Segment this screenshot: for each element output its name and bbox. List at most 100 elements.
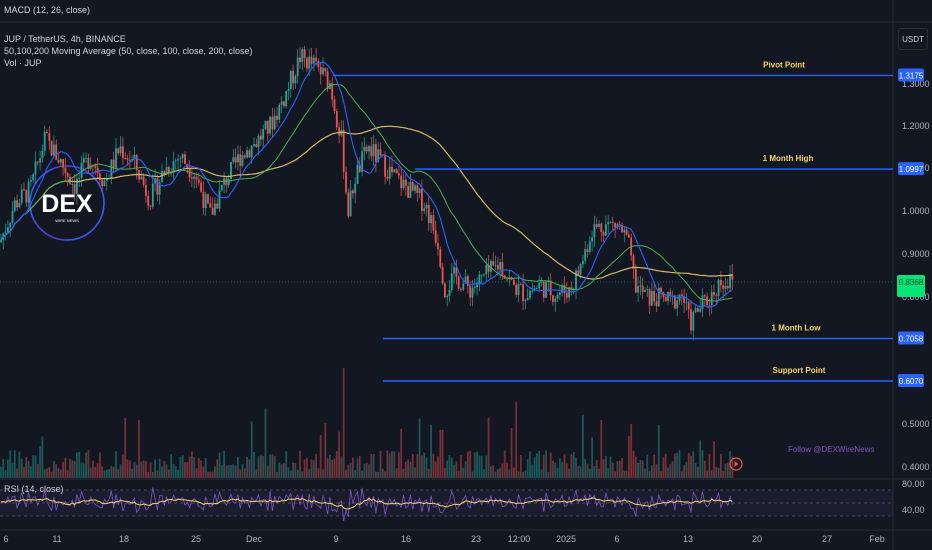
candle-body: [464, 276, 467, 284]
volume-bar: [480, 455, 483, 478]
candle-body: [23, 189, 25, 191]
candle-body: [197, 179, 200, 183]
volume-bar: [368, 464, 370, 478]
volume-bar: [73, 461, 76, 478]
volume-bar: [685, 461, 688, 478]
candle-body: [363, 146, 366, 152]
currency-button[interactable]: USDT: [898, 28, 928, 50]
date-tick-label: Feb: [869, 534, 885, 544]
volume-bar: [499, 467, 501, 478]
volume-bar: [568, 468, 570, 478]
candle-body: [531, 290, 534, 292]
candle-body: [662, 292, 665, 297]
candle-body: [303, 49, 306, 59]
level-price-value: 0.6070: [899, 377, 924, 386]
candle-body: [664, 296, 667, 302]
volume-bar: [119, 464, 122, 478]
volume-bar: [570, 454, 573, 478]
candle-body: [161, 171, 163, 183]
level-price-badge: [898, 68, 924, 82]
candle-body: [471, 287, 474, 298]
candle-body: [276, 115, 278, 120]
candle-body: [354, 183, 357, 194]
candle-body: [483, 274, 485, 276]
volume-bar: [154, 459, 156, 478]
volume-bar: [506, 462, 508, 478]
volume-bar: [680, 471, 683, 478]
candle-body: [457, 276, 460, 289]
candle-body: [299, 57, 301, 63]
candle-body: [561, 285, 564, 293]
candle-body: [9, 222, 12, 228]
volume-bar: [207, 471, 209, 478]
candle-body: [632, 255, 635, 269]
price-tick-label: 0.4000: [902, 462, 930, 472]
candle-body: [324, 67, 327, 72]
volume-bar: [660, 471, 662, 478]
candle-body: [46, 131, 48, 134]
candle-body: [384, 154, 386, 177]
candle-body: [36, 161, 39, 163]
candle-body: [473, 287, 476, 288]
volume-bar: [441, 430, 444, 478]
replay-icon[interactable]: [729, 457, 743, 471]
candle-body: [287, 88, 290, 91]
volume-bar: [381, 468, 384, 478]
candle-body: [607, 222, 610, 225]
volume-bar: [508, 469, 511, 478]
candle-body: [717, 280, 720, 296]
volume-bar: [174, 466, 177, 478]
volume-bar: [565, 463, 568, 478]
candle-body: [710, 291, 713, 306]
candle-body: [499, 262, 501, 270]
volume-bar: [53, 461, 55, 478]
candle-body: [593, 224, 596, 238]
volume-bar: [161, 466, 163, 478]
volume-bar: [262, 456, 265, 478]
candle-body: [375, 144, 377, 162]
candle-body: [667, 291, 669, 302]
candle-body: [646, 289, 649, 291]
candle-body: [517, 284, 520, 295]
volume-bar: [23, 467, 25, 478]
volume-bar: [358, 455, 361, 478]
volume-bar: [248, 459, 251, 478]
volume-bar: [602, 459, 605, 478]
volume-bar: [188, 456, 191, 478]
volume-bar: [292, 462, 294, 478]
candle-body: [600, 223, 603, 232]
volume-bar: [193, 456, 196, 478]
volume-bar: [329, 455, 331, 478]
volume-bar: [588, 468, 591, 478]
volume-bar: [177, 469, 179, 478]
candle-body: [540, 281, 543, 283]
candle-body: [513, 279, 515, 285]
candle-body: [349, 190, 352, 217]
volume-bar: [517, 471, 520, 478]
candle-body: [370, 146, 373, 157]
level-label: Support Point: [773, 366, 826, 375]
candle-body: [209, 203, 212, 208]
candle-body: [657, 287, 660, 307]
volume-bar: [80, 462, 83, 478]
candle-body: [577, 270, 580, 275]
rsi-axis: 80.00 40.00: [902, 479, 925, 515]
volume-bar: [494, 471, 497, 478]
candle-body: [588, 241, 591, 252]
candle-body: [124, 158, 127, 159]
volume-bar: [306, 457, 308, 478]
volume-bar: [356, 458, 359, 478]
volume-bar: [621, 458, 623, 478]
candle-body: [246, 150, 248, 158]
volume-bar: [618, 460, 621, 478]
volume-bar: [253, 451, 255, 478]
candle-body: [177, 159, 179, 161]
candle-body: [204, 194, 207, 209]
candle-body: [637, 285, 639, 293]
volume-bar: [678, 450, 681, 478]
candle-body: [621, 224, 623, 233]
volume-bar: [559, 458, 561, 478]
volume-bar: [285, 451, 288, 478]
candle-body: [480, 274, 483, 276]
